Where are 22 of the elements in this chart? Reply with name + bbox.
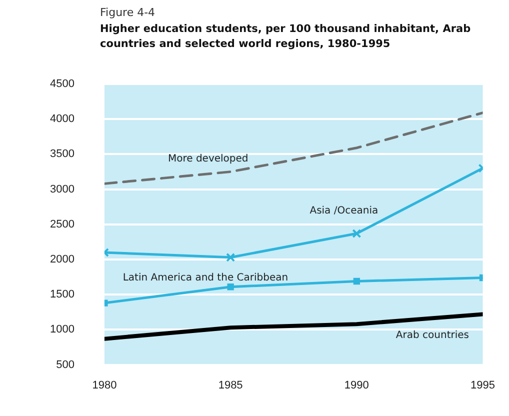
y-tick-label: 3500: [50, 148, 74, 160]
y-tick-label: 500: [56, 358, 74, 371]
line-series: [104, 112, 483, 185]
caption: Figure 4-4: [100, 6, 156, 19]
x-tick-label: 1990: [344, 379, 369, 392]
y-tick-label: 1000: [50, 324, 74, 336]
point: [227, 284, 234, 290]
x-tick-label: 1980: [92, 379, 117, 392]
y-tick-label: 2000: [50, 254, 74, 266]
series-label: Asia /Oceania: [310, 206, 378, 217]
series-label: More developed: [168, 153, 248, 164]
y-tick-label: 2500: [50, 218, 74, 230]
x-tick-label: 1985: [218, 379, 243, 392]
y-tick-label: 4500: [50, 78, 74, 90]
y-tick-label: 3000: [50, 183, 74, 196]
y-tick-label: 1500: [50, 288, 74, 301]
series-label: Latin America and the Caribbean: [122, 272, 288, 284]
chart-title: Higher education students, per 100 thousand inhabitant, Arab countries and selected world regions, 1980-1995: [100, 22, 472, 52]
x-tick-label: 1995: [470, 379, 496, 392]
series-label: Arab countries: [396, 330, 469, 341]
y-tick-label: 4000: [50, 113, 74, 126]
point: [353, 278, 360, 285]
